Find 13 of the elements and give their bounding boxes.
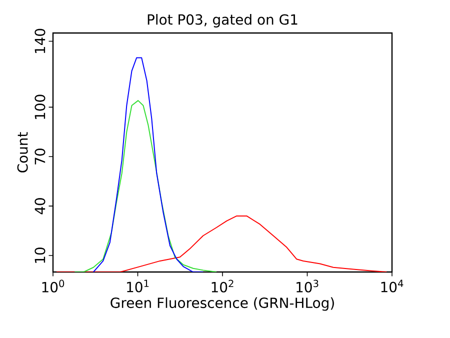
x-tick-label: 10$^{1}$: [127, 280, 149, 292]
x-tick-label: 10$^{0}$: [42, 280, 64, 292]
y-tick-label: 40: [34, 198, 46, 214]
y-axis-title: Count: [17, 132, 28, 172]
y-tick-label: 100: [34, 94, 46, 119]
x-tick-label: 10$^{4}$: [381, 280, 404, 292]
y-tick-label: 70: [34, 148, 46, 164]
x-axis-title: Green Fluorescence (GRN-HLog): [110, 297, 334, 311]
y-tick-label: 10: [34, 248, 46, 263]
x-tick-label: 10$^{3}$: [296, 280, 318, 292]
x-tick-label: 10$^{2}$: [212, 280, 234, 292]
chart-title: Plot P03, gated on G1: [148, 14, 298, 28]
y-tick-label: 140: [34, 28, 46, 54]
